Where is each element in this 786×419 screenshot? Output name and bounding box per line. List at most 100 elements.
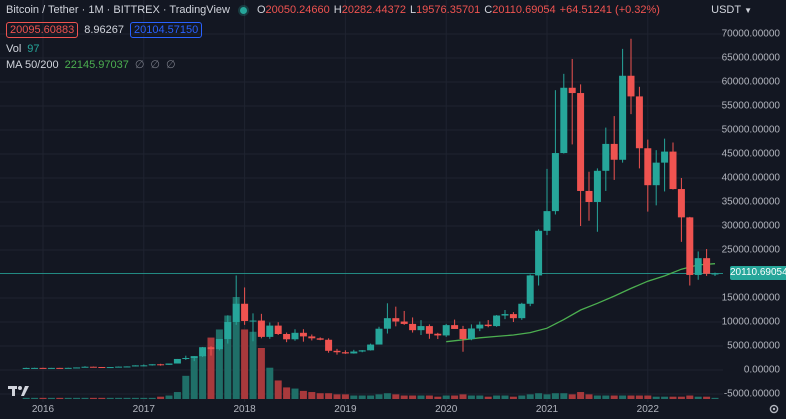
candle[interactable] (400, 310, 408, 325)
candle[interactable] (409, 317, 417, 333)
candle[interactable] (182, 355, 190, 360)
settings-icon[interactable] (768, 403, 780, 415)
candle[interactable] (316, 337, 324, 341)
candle[interactable] (635, 86, 643, 169)
candle[interactable] (190, 356, 198, 362)
candle[interactable] (535, 229, 543, 286)
candle[interactable] (367, 343, 375, 351)
price-axis-label: 15000.00000 (721, 292, 780, 304)
candle[interactable] (375, 326, 383, 345)
candle[interactable] (703, 249, 711, 276)
candle[interactable] (711, 272, 719, 277)
candle[interactable] (476, 321, 484, 332)
candle[interactable] (526, 274, 534, 307)
candle[interactable] (232, 275, 240, 325)
tradingview-logo-icon[interactable] (8, 383, 30, 399)
candle[interactable] (22, 367, 30, 369)
candle[interactable] (661, 138, 669, 192)
candle[interactable] (123, 366, 131, 368)
candle[interactable] (652, 150, 660, 206)
candle[interactable] (140, 364, 148, 367)
candle[interactable] (207, 346, 215, 356)
currency-selector[interactable]: USDT ▼ (711, 4, 752, 16)
candle[interactable] (501, 310, 509, 320)
symbol-title[interactable]: Bitcoin / Tether · 1M · BITTREX · Tradin… (6, 4, 230, 16)
candle[interactable] (568, 58, 576, 145)
candle[interactable] (577, 84, 585, 226)
candle-body (602, 143, 610, 171)
candle[interactable] (392, 306, 400, 327)
candle[interactable] (619, 48, 627, 163)
candle[interactable] (493, 315, 501, 327)
candle[interactable] (467, 324, 475, 341)
candle[interactable] (131, 365, 139, 367)
candle[interactable] (509, 312, 517, 322)
candle[interactable] (241, 287, 249, 325)
candle-body (619, 75, 627, 160)
candle[interactable] (560, 73, 568, 154)
candle[interactable] (585, 171, 593, 221)
candle[interactable] (47, 367, 55, 369)
candle[interactable] (543, 168, 551, 236)
candle[interactable] (459, 325, 467, 352)
volume-bar (358, 395, 366, 399)
ma-indicator-legend[interactable]: MA 50/200 22145.97037 ∅ ∅ ∅ (6, 58, 182, 72)
candle[interactable] (257, 313, 265, 339)
candle[interactable] (358, 350, 366, 353)
candle[interactable] (199, 346, 207, 358)
candle[interactable] (417, 320, 425, 335)
candle[interactable] (333, 348, 341, 355)
candle[interactable] (627, 38, 635, 115)
candle[interactable] (434, 332, 442, 340)
candle[interactable] (593, 168, 601, 232)
candle[interactable] (425, 324, 433, 339)
candle[interactable] (89, 366, 97, 368)
candle[interactable] (299, 329, 307, 342)
candle-body (190, 356, 198, 358)
candle[interactable] (308, 334, 316, 341)
time-axis-label: 2021 (535, 404, 559, 415)
candle[interactable] (115, 366, 123, 368)
volume-indicator-legend[interactable]: Vol 97 (6, 42, 40, 56)
candle[interactable] (383, 303, 391, 334)
candle[interactable] (173, 358, 181, 364)
candle[interactable] (249, 313, 257, 342)
candle[interactable] (602, 127, 610, 191)
candle[interactable] (694, 251, 702, 280)
candle[interactable] (518, 302, 526, 320)
candle[interactable] (39, 367, 47, 369)
candle[interactable] (215, 339, 223, 351)
candle[interactable] (148, 364, 156, 366)
candle[interactable] (157, 363, 165, 366)
buy-price-button[interactable]: 20104.57150 (130, 22, 203, 38)
candle[interactable] (73, 367, 81, 369)
candle[interactable] (266, 322, 274, 339)
candle[interactable] (106, 367, 114, 369)
candle[interactable] (350, 349, 358, 354)
candle[interactable] (31, 367, 39, 369)
candle[interactable] (98, 366, 106, 369)
candle[interactable] (64, 367, 72, 369)
candle[interactable] (224, 315, 232, 344)
candle[interactable] (644, 139, 652, 212)
candle[interactable] (56, 367, 64, 369)
candle[interactable] (283, 332, 291, 343)
candle[interactable] (442, 323, 450, 337)
candle[interactable] (81, 366, 89, 368)
candle[interactable] (484, 320, 492, 328)
candle[interactable] (165, 363, 173, 365)
candle[interactable] (274, 322, 282, 335)
candle[interactable] (325, 338, 333, 353)
candle[interactable] (551, 90, 559, 215)
volume-bar (232, 297, 240, 399)
candle[interactable] (677, 178, 685, 242)
sell-price-button[interactable]: 20095.60883 (6, 22, 79, 38)
candle-body (560, 87, 568, 154)
candle[interactable] (686, 216, 694, 286)
candle[interactable] (610, 116, 618, 180)
candle[interactable] (341, 350, 349, 354)
candle[interactable] (291, 329, 299, 341)
candle[interactable] (451, 319, 459, 329)
candle[interactable] (669, 142, 677, 190)
